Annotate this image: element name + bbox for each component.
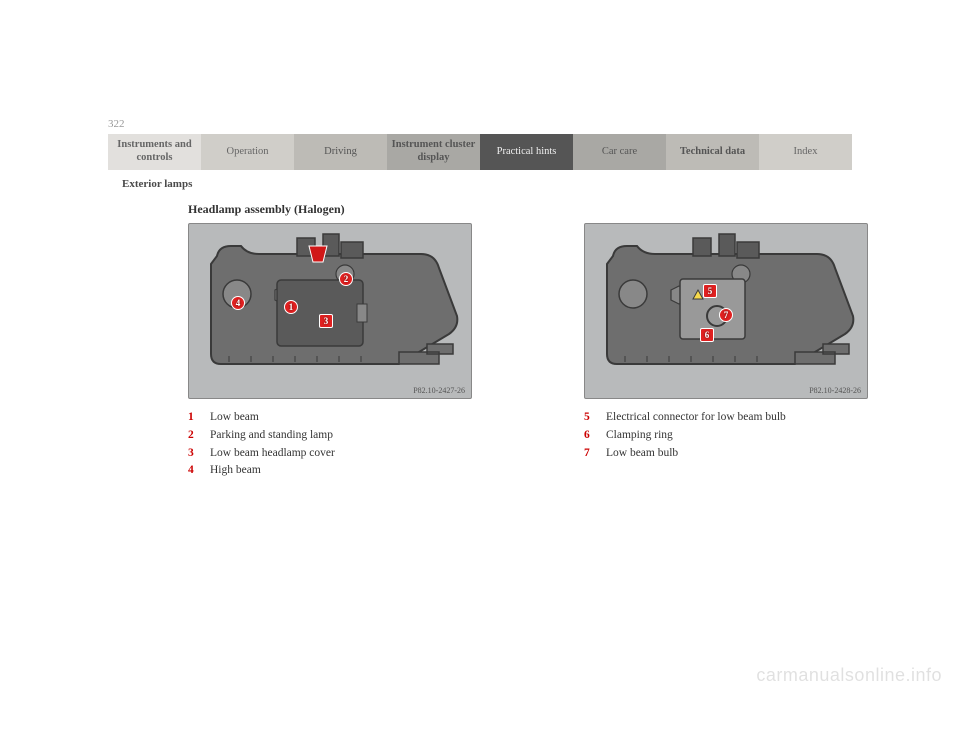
- list-item-text: Clamping ring: [606, 427, 673, 445]
- tab-bar: Instruments and controlsOperationDriving…: [108, 134, 852, 170]
- callout-2: 2: [339, 272, 353, 286]
- figure-reference: P82.10-2428-26: [809, 386, 861, 395]
- callout-7: 7: [719, 308, 733, 322]
- list-item: 3 Low beam headlamp cover: [188, 445, 472, 463]
- left-column: Headlamp assembly (Halogen) 1234 P82.10-…: [108, 198, 472, 480]
- tab-car-care[interactable]: Car care: [573, 134, 666, 170]
- tab-instrument-cluster-display[interactable]: Instrument cluster display: [387, 134, 480, 170]
- right-list: 5Electrical connector for low beam bulb6…: [584, 409, 868, 462]
- list-item-number: 3: [188, 445, 200, 463]
- right-column: . 567 P82.10-2428-26 5Electrical connect…: [504, 198, 868, 480]
- list-item-number: 1: [188, 409, 200, 427]
- callout-5: 5: [703, 284, 717, 298]
- callout-4: 4: [231, 296, 245, 310]
- list-item: 1 Low beam: [188, 409, 472, 427]
- callout-3: 3: [319, 314, 333, 328]
- list-item-text: Low beam bulb: [606, 445, 678, 463]
- tab-index[interactable]: Index: [759, 134, 852, 170]
- list-item: 5 Electrical connector for low beam bulb: [584, 409, 868, 427]
- tab-instruments-and-controls[interactable]: Instruments and controls: [108, 134, 201, 170]
- left-list: 1 Low beam 2 Parking and standing lamp 3 Low …: [188, 409, 472, 480]
- list-item-text: High beam: [210, 462, 261, 480]
- headlamp-rear-svg: [189, 224, 472, 399]
- tab-practical-hints[interactable]: Practical hints: [480, 134, 573, 170]
- list-item: 6 Clamping ring: [584, 427, 868, 445]
- figure-reference: P82.10-2427-26: [413, 386, 465, 395]
- watermark: carmanualsonline.info: [756, 665, 942, 686]
- section-title: Exterior lamps: [122, 178, 192, 190]
- list-item-text: Parking and standing lamp: [210, 427, 333, 445]
- callout-6: 6: [700, 328, 714, 342]
- tab-technical-data[interactable]: Technical data: [666, 134, 759, 170]
- manual-page: 322 Instruments and controlsOperationDri…: [0, 0, 960, 742]
- list-item: 4 High beam: [188, 462, 472, 480]
- list-item: 7 Low beam bulb: [584, 445, 868, 463]
- list-item-number: 4: [188, 462, 200, 480]
- left-heading: Headlamp assembly (Halogen): [188, 202, 472, 217]
- list-item-text: Low beam: [210, 409, 259, 427]
- list-item-text: Electrical connector for low beam bulb: [606, 409, 786, 427]
- content-columns: Headlamp assembly (Halogen) 1234 P82.10-…: [108, 198, 852, 480]
- list-item-number: 2: [188, 427, 200, 445]
- page-number: 322: [108, 118, 125, 130]
- list-item-number: 6: [584, 427, 596, 445]
- left-figure: 1 2 3 4 P82.10-2427-26: [188, 223, 472, 399]
- list-item-number: 5: [584, 409, 596, 427]
- tab-operation[interactable]: Operation: [201, 134, 294, 170]
- callout-1: 1: [284, 300, 298, 314]
- list-item: 2 Parking and standing lamp: [188, 427, 472, 445]
- list-item-number: 7: [584, 445, 596, 463]
- list-item-text: Low beam headlamp cover: [210, 445, 335, 463]
- right-figure: 5 67 P82.10-2428-26: [584, 223, 868, 399]
- tab-driving[interactable]: Driving: [294, 134, 387, 170]
